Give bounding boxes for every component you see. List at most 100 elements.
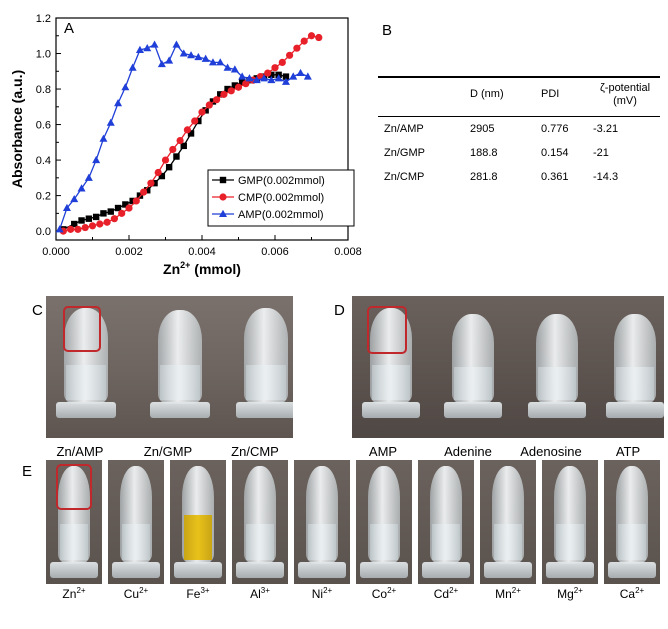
data-point-amp <box>230 65 239 73</box>
ion-charge: 3+ <box>200 586 210 595</box>
data-point-cmp <box>67 225 75 233</box>
tube-al <box>236 466 284 578</box>
data-point-cmp <box>110 215 118 223</box>
header-zeta-name: ζ-potential <box>599 82 651 94</box>
x-tick-label: 0.004 <box>188 246 216 258</box>
y-axis-label: Absorbance (a.u.) <box>9 70 25 188</box>
data-point-gmp <box>180 142 187 150</box>
data-point-cmp <box>176 136 184 145</box>
tube-adenosine <box>528 314 586 418</box>
data-point-amp <box>179 49 188 57</box>
data-point-amp <box>157 59 166 68</box>
data-point-cmp <box>198 108 206 116</box>
data-point-amp <box>260 74 269 82</box>
data-point-amp <box>208 58 217 66</box>
data-point-gmp <box>282 73 290 80</box>
tube-co <box>360 466 408 578</box>
y-tick-label: 0.8 <box>36 84 51 96</box>
highlight-box <box>367 306 407 354</box>
data-point-amp <box>77 184 86 192</box>
tube-atp <box>606 314 664 418</box>
data-point-gmp <box>107 208 114 215</box>
data-point-cmp <box>118 209 126 217</box>
legend-marker <box>219 176 227 184</box>
data-point-amp <box>62 203 71 212</box>
data-point-cmp <box>307 32 316 40</box>
data-point-cmp <box>96 220 104 228</box>
data-point-gmp <box>268 71 275 79</box>
data-point-amp <box>106 118 115 126</box>
cell-pdi: 0.154 <box>541 147 569 159</box>
legend-marker <box>219 193 227 201</box>
particle-properties-table: D (nm) PDI ζ-potential (mV) Zn/AMP 2905 0… <box>378 76 660 189</box>
data-point-gmp <box>92 213 100 221</box>
data-point-amp <box>267 75 276 84</box>
data-point-amp <box>165 56 174 64</box>
cell-sample: Zn/AMP <box>384 123 424 135</box>
cell-zeta: -21 <box>593 147 609 159</box>
cell-zeta: -14.3 <box>593 171 619 183</box>
data-point-cmp <box>154 168 162 177</box>
data-point-gmp <box>195 117 202 125</box>
cell-diameter: 188.8 <box>470 147 498 159</box>
table-mid-rule <box>378 116 660 117</box>
data-point-amp <box>216 58 225 66</box>
ion-symbol: Ni <box>311 587 324 601</box>
legend-label: AMP(0.002mmol) <box>238 209 324 221</box>
photo-ion-cu <box>108 460 164 584</box>
data-point-amp <box>194 52 203 61</box>
data-point-amp <box>150 40 159 48</box>
label-adenine: Adenine <box>444 444 492 459</box>
data-point-amp <box>114 99 123 107</box>
panel-label-e: E <box>22 463 33 480</box>
ion-charge: 2+ <box>76 586 86 595</box>
ion-charge: 2+ <box>139 586 149 595</box>
data-point-cmp <box>242 80 250 88</box>
ion-charge: 2+ <box>635 586 645 595</box>
photo-ion-co <box>356 460 412 584</box>
data-point-cmp <box>125 204 133 212</box>
data-point-cmp <box>205 101 213 109</box>
table-row: Zn/AMP 2905 0.776 -3.21 <box>378 117 660 141</box>
ion-charge: 2+ <box>323 586 333 595</box>
ion-label-co: Co2+ <box>356 586 412 601</box>
ion-label-zn: Zn2+ <box>46 586 102 601</box>
panel-label-a: A <box>64 20 75 37</box>
photo-ion-ni <box>294 460 350 584</box>
x-tick-label: 0.006 <box>261 246 289 258</box>
header-pdi: PDI <box>541 88 560 100</box>
cell-sample: Zn/GMP <box>384 147 425 159</box>
y-tick-label: 0.2 <box>36 191 51 203</box>
tube-fe <box>174 466 222 578</box>
photo-ion-mg <box>542 460 598 584</box>
data-point-cmp <box>161 156 170 164</box>
tube-ca <box>608 466 656 578</box>
photo-ion-al <box>232 460 288 584</box>
x-tick-label: 0.000 <box>42 246 70 258</box>
ion-symbol: Al <box>250 587 261 601</box>
data-point-cmp <box>213 96 221 104</box>
ion-label-al: Al3+ <box>232 586 288 601</box>
cell-diameter: 281.8 <box>470 171 498 183</box>
cell-pdi: 0.776 <box>541 123 569 135</box>
data-point-cmp <box>140 188 148 196</box>
ion-charge: 3+ <box>260 586 270 595</box>
absorbance-chart: 0.000 0.002 0.004 0.006 0.008 0.0 0.2 0.4 0.6 0.8… <box>9 13 362 277</box>
data-point-gmp <box>202 107 209 114</box>
label-zn-gmp: Zn/GMP <box>143 444 193 459</box>
data-point-cmp <box>132 197 140 205</box>
label-zn-amp: Zn/AMP <box>56 444 104 459</box>
data-point-gmp <box>71 220 78 228</box>
data-point-cmp <box>293 44 301 52</box>
ion-symbol: Co <box>371 587 388 601</box>
data-point-amp <box>201 54 210 62</box>
header-zeta-unit: (mV) <box>613 95 637 107</box>
data-point-amp <box>303 72 312 80</box>
data-point-amp <box>172 40 181 48</box>
ion-charge: 2+ <box>573 586 583 595</box>
ion-charge: 2+ <box>511 586 521 595</box>
ion-symbol: Ca <box>619 587 636 601</box>
tube-ni <box>298 466 346 578</box>
y-tick-label: 1.0 <box>36 49 51 61</box>
data-point-cmp <box>227 87 235 95</box>
